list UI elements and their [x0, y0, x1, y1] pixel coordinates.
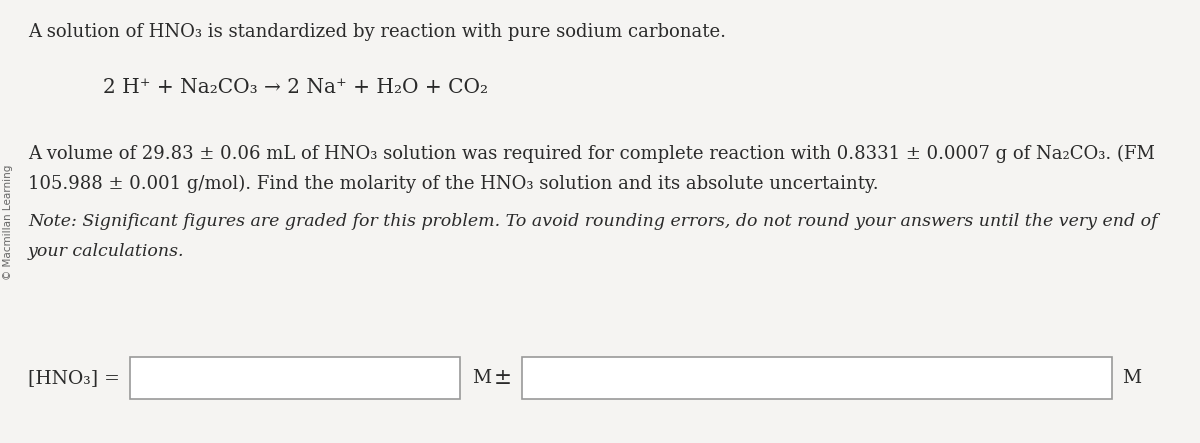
Text: 2 H⁺ + Na₂CO₃ → 2 Na⁺ + H₂O + CO₂: 2 H⁺ + Na₂CO₃ → 2 Na⁺ + H₂O + CO₂ [103, 78, 488, 97]
Text: © Macmillan Learning: © Macmillan Learning [2, 164, 13, 280]
Text: [HNO₃] =: [HNO₃] = [28, 369, 120, 387]
Text: Note: Significant figures are graded for this problem. To avoid rounding errors,: Note: Significant figures are graded for… [28, 213, 1158, 230]
Text: M: M [1122, 369, 1141, 387]
Text: your calculations.: your calculations. [28, 243, 185, 260]
Text: 105.988 ± 0.001 g/mol). Find the molarity of the HNO₃ solution and its absolute : 105.988 ± 0.001 g/mol). Find the molarit… [28, 175, 878, 193]
Text: A volume of 29.83 ± 0.06 mL of HNO₃ solution was required for complete reaction : A volume of 29.83 ± 0.06 mL of HNO₃ solu… [28, 145, 1154, 163]
Text: A solution of HNO₃ is standardized by reaction with pure sodium carbonate.: A solution of HNO₃ is standardized by re… [28, 23, 726, 41]
Bar [130, 357, 460, 399]
Text: ±: ± [494, 367, 512, 389]
Bar [522, 357, 1112, 399]
Text: M: M [472, 369, 491, 387]
